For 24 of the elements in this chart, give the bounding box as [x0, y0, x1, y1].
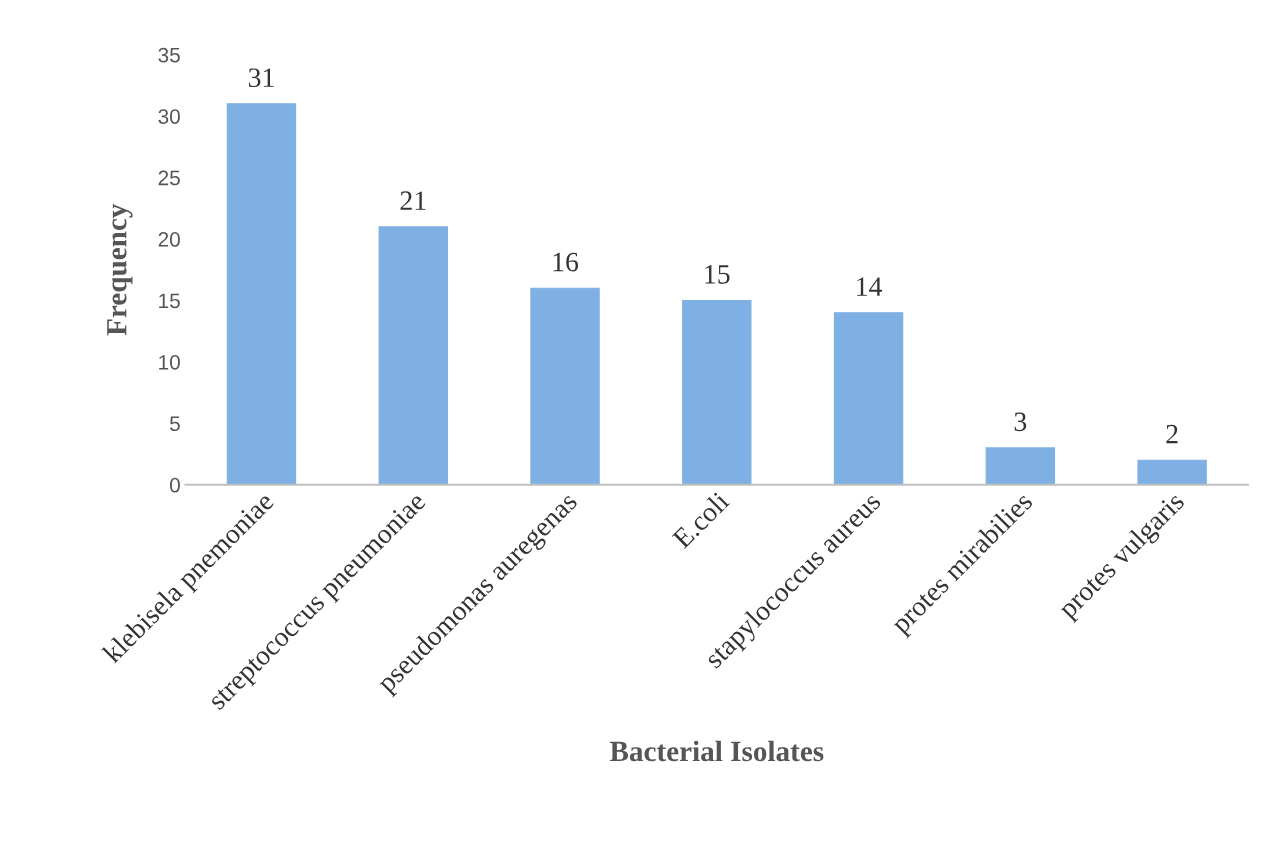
y-tick-label: 10	[159, 354, 180, 370]
data-label: 16	[553, 252, 579, 272]
y-tick-label: 0	[169, 477, 180, 493]
x-axis-title: Bacterial Isolates	[609, 740, 824, 762]
y-axis-title: Frequency	[107, 203, 133, 336]
data-label: 21	[400, 191, 426, 210]
data-label: 3	[1014, 412, 1027, 432]
y-tick-label: 20	[158, 232, 180, 247]
bar	[1137, 459, 1207, 485]
bar	[226, 103, 297, 485]
bar	[530, 287, 600, 485]
bar	[985, 447, 1056, 485]
data-label: 14	[857, 277, 883, 296]
bar	[378, 226, 448, 485]
bar	[833, 312, 904, 485]
y-tick-label: 25	[158, 170, 180, 186]
y-tick-label: 30	[158, 109, 180, 124]
y-tick-label: 35	[158, 47, 180, 63]
data-label: 31	[248, 68, 274, 88]
y-tick-label: 15	[159, 293, 180, 309]
y-tick-label: 5	[169, 416, 180, 432]
data-label: 15	[705, 265, 730, 284]
data-label: 2	[1166, 424, 1178, 444]
bar	[682, 299, 752, 485]
